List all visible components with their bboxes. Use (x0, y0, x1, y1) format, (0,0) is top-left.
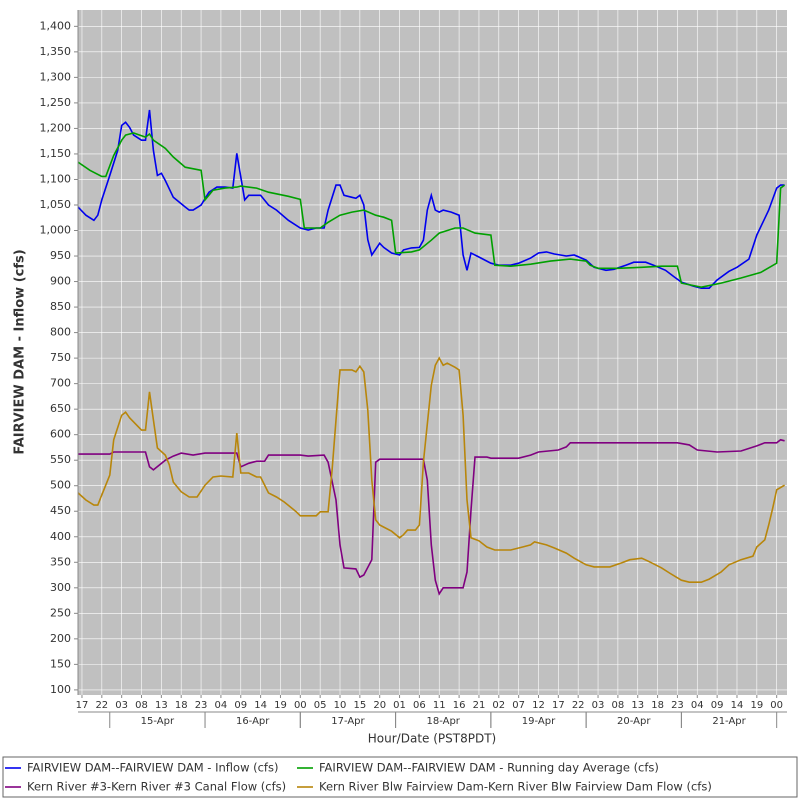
x-tick-label: 11 (433, 700, 446, 711)
y-tick-label: 100 (50, 683, 71, 696)
y-tick-label: 800 (50, 326, 71, 339)
series-line (77, 356, 786, 583)
y-tick-label: 1,100 (40, 172, 72, 185)
x-tick-label: 13 (155, 700, 168, 711)
series-line (77, 132, 786, 289)
x-tick-label: 06 (413, 700, 426, 711)
y-tick-label: 950 (50, 249, 71, 262)
x-tick-label: 19 (750, 700, 763, 711)
x-tick-label: 10 (334, 700, 347, 711)
x-tick-label: 18 (175, 700, 188, 711)
x-tick-label: 02 (492, 700, 505, 711)
y-tick-label: 500 (50, 479, 71, 492)
y-tick-label: 850 (50, 300, 71, 313)
x-tick-label: 14 (254, 700, 267, 711)
y-tick-label: 550 (50, 453, 71, 466)
y-tick-label: 650 (50, 402, 71, 415)
y-tick-label: 700 (50, 377, 71, 390)
x-tick-label: 13 (631, 700, 644, 711)
y-tick-label: 1,200 (40, 121, 72, 134)
y-tick-label: 900 (50, 275, 71, 288)
x-tick-label: 16 (453, 700, 466, 711)
grid (78, 10, 787, 695)
x-tick-label: 08 (135, 700, 148, 711)
legend-label: FAIRVIEW DAM--FAIRVIEW DAM - Running day… (319, 761, 659, 775)
y-tick-label: 450 (50, 504, 71, 517)
x-tick-label: 04 (691, 700, 704, 711)
x-tick-label: 00 (294, 700, 307, 711)
y-tick-label: 400 (50, 530, 71, 543)
x-tick-label: 15 (353, 700, 366, 711)
date-label: 21-Apr (712, 716, 746, 727)
y-tick-label: 1,350 (40, 45, 72, 58)
y-tick-label: 350 (50, 555, 71, 568)
date-label: 18-Apr (427, 716, 461, 727)
y-tick-label: 1,150 (40, 147, 72, 160)
y-tick-label: 600 (50, 428, 71, 441)
y-tick-label: 300 (50, 581, 71, 594)
x-tick-label: 18 (651, 700, 664, 711)
y-tick-label: 1,300 (40, 70, 72, 83)
date-label: 20-Apr (617, 716, 651, 727)
date-label: 19-Apr (522, 716, 556, 727)
x-tick-label: 19 (274, 700, 287, 711)
y-tick-label: 1,400 (40, 19, 72, 32)
x-tick-label: 04 (215, 700, 228, 711)
x-tick-label: 09 (234, 700, 247, 711)
date-label: 15-Apr (141, 716, 175, 727)
y-tick-label: 200 (50, 632, 71, 645)
x-tick-label: 09 (711, 700, 724, 711)
y-tick-label: 1,250 (40, 96, 72, 109)
y-tick-label: 1,000 (40, 224, 72, 237)
series-line (78, 438, 785, 596)
legend-label: Kern River #3-Kern River #3 Canal Flow (… (27, 780, 286, 794)
legend-items: FAIRVIEW DAM--FAIRVIEW DAM - Inflow (cfs… (5, 761, 712, 794)
x-tick-label: 03 (115, 700, 128, 711)
legend-label: Kern River Blw Fairview Dam-Kern River B… (319, 780, 712, 794)
x-tick-label: 08 (612, 700, 625, 711)
lines (77, 109, 786, 596)
x-tick-label: 01 (393, 700, 406, 711)
x-tick-label: 17 (76, 700, 89, 711)
x-tick-label: 00 (770, 700, 783, 711)
date-label: 17-Apr (331, 716, 365, 727)
x-tick-label: 03 (592, 700, 605, 711)
series-line (77, 109, 785, 289)
x-tick-label: 12 (532, 700, 545, 711)
legend (2, 756, 798, 798)
y-axis-title: FAIRVIEW DAM - Inflow (cfs) (13, 249, 28, 454)
x-tick-label: 21 (473, 700, 486, 711)
x-tick-label: 20 (373, 700, 386, 711)
axes: 1001502002503003504004505005506006507007… (40, 10, 783, 728)
x-tick-label: 07 (512, 700, 525, 711)
x-tick-label: 22 (95, 700, 108, 711)
y-tick-label: 750 (50, 351, 71, 364)
x-tick-label: 22 (572, 700, 585, 711)
x-tick-label: 14 (731, 700, 744, 711)
y-tick-label: 250 (50, 606, 71, 619)
x-tick-label: 17 (552, 700, 565, 711)
x-axis-title: Hour/Date (PST8PDT) (368, 732, 496, 746)
plot-area (78, 10, 787, 695)
date-label: 16-Apr (236, 716, 270, 727)
x-tick-label: 05 (314, 700, 327, 711)
x-tick-label: 23 (195, 700, 208, 711)
legend-label: FAIRVIEW DAM--FAIRVIEW DAM - Inflow (cfs… (27, 761, 278, 775)
y-tick-label: 150 (50, 657, 71, 670)
x-tick-label: 23 (671, 700, 684, 711)
y-tick-label: 1,050 (40, 198, 72, 211)
